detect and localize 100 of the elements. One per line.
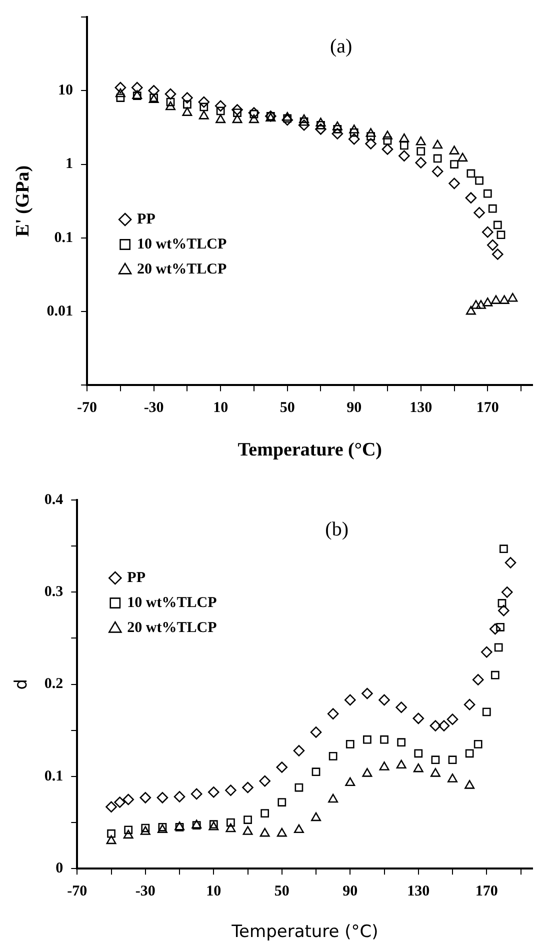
point [158, 822, 167, 832]
point [299, 114, 310, 124]
legend-label: 20 wt%TLCP [127, 620, 217, 636]
point [486, 239, 498, 251]
point [475, 176, 484, 185]
point [501, 586, 513, 598]
y-axis-title: E' (GPa) [12, 165, 34, 237]
point [446, 714, 458, 725]
point [156, 792, 168, 804]
point [450, 160, 458, 168]
point [504, 557, 516, 568]
y-tick-label: 10 [58, 82, 74, 99]
x-tick-label: 50 [274, 883, 290, 900]
point [300, 117, 308, 126]
point [107, 829, 116, 838]
point [448, 774, 458, 782]
x-tick-label: 130 [407, 883, 430, 900]
y-tick-label: 0.1 [54, 230, 74, 246]
point [396, 702, 407, 713]
point [430, 720, 442, 732]
point [350, 128, 358, 137]
point [276, 762, 288, 773]
point [122, 794, 134, 806]
point [293, 745, 305, 756]
point [115, 88, 126, 98]
point [397, 738, 406, 747]
point [166, 98, 175, 106]
point [398, 150, 410, 162]
y-tick-label: 0.4 [44, 492, 64, 508]
point [493, 220, 502, 230]
point [141, 824, 150, 832]
point [363, 735, 372, 744]
x-axis-title: Temperature (°C) [230, 922, 378, 942]
point [488, 204, 497, 213]
point [174, 791, 186, 802]
point [232, 104, 243, 116]
point [414, 749, 423, 758]
y-axis-title: d [12, 678, 32, 690]
y-tick-label: 0.1 [44, 768, 64, 784]
point [140, 792, 152, 804]
x-tick-label: 10 [213, 400, 228, 416]
point [476, 300, 486, 309]
point [190, 788, 202, 800]
point [448, 178, 460, 190]
x-tick-label: 170 [476, 400, 499, 416]
point [164, 88, 176, 100]
point [345, 777, 356, 786]
point [166, 101, 176, 110]
point [379, 762, 390, 770]
point [216, 114, 226, 124]
point [496, 622, 504, 632]
point [399, 133, 410, 142]
point [415, 157, 427, 168]
point [470, 300, 481, 309]
point [216, 106, 225, 116]
point [198, 96, 210, 108]
point [490, 670, 500, 680]
point [226, 818, 235, 827]
point [449, 146, 460, 154]
point [378, 694, 390, 706]
point [464, 698, 476, 710]
point [182, 92, 193, 104]
point [232, 114, 242, 124]
point [346, 740, 354, 748]
point [182, 107, 192, 116]
point [412, 712, 424, 724]
point [225, 784, 236, 796]
point [278, 798, 286, 806]
point [344, 694, 356, 706]
point [183, 100, 192, 109]
point [214, 100, 226, 112]
point [140, 826, 150, 835]
x-tick-label: -70 [67, 883, 88, 900]
point [260, 828, 270, 837]
x-tick-label: 170 [475, 883, 498, 900]
point [499, 295, 510, 304]
point [294, 783, 304, 792]
point [490, 623, 501, 635]
point [396, 760, 406, 769]
legend-label: 20 wt%TLCP [137, 261, 227, 278]
point [458, 152, 468, 162]
point [333, 124, 342, 134]
point [198, 110, 209, 120]
point [310, 726, 322, 738]
point [315, 123, 326, 135]
point [328, 752, 338, 760]
point [116, 94, 125, 102]
point [432, 166, 444, 178]
point [106, 835, 116, 844]
point [465, 192, 477, 204]
point [157, 824, 168, 834]
point [244, 816, 252, 824]
point [400, 141, 408, 150]
point [482, 298, 493, 306]
point [494, 643, 503, 652]
point [311, 812, 321, 822]
point [382, 144, 394, 155]
point [276, 828, 287, 837]
point [500, 544, 508, 554]
y-tick-label: 0.01 [46, 303, 74, 320]
